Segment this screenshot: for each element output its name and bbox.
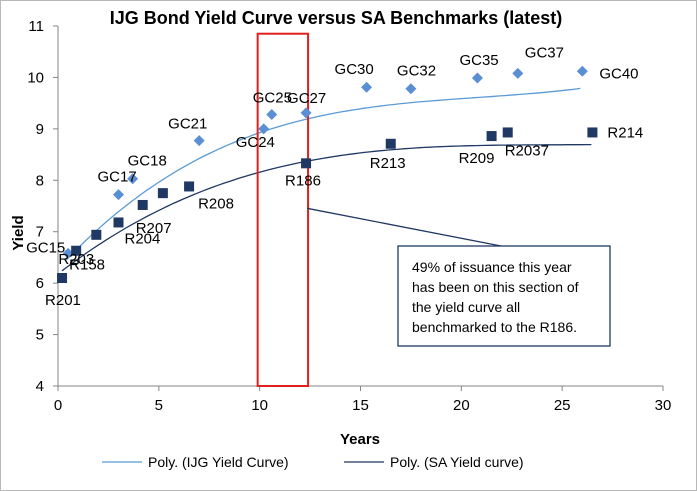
label-r2037: R2037: [505, 142, 549, 159]
sa-point-r213: [385, 138, 396, 149]
callout-text-line: has been on this section of: [412, 279, 579, 295]
label-gc15: GC15: [26, 239, 65, 256]
ijg-point-gc18: [127, 173, 139, 185]
label-gc24: GC24: [236, 134, 275, 151]
callout-box: [397, 245, 611, 347]
ijg-point-gc17: [113, 189, 124, 201]
y-axis-label: Yield: [10, 215, 27, 250]
label-gc30: GC30: [335, 61, 374, 78]
ijg-point-gc35: [471, 72, 483, 84]
legend: Poly. (IJG Yield Curve) Poly. (SA Yield c…: [102, 454, 524, 470]
label-gc25: GC25: [253, 89, 292, 106]
ijg-point-gc15: [62, 247, 74, 259]
y-tick-label: 7: [36, 224, 44, 241]
highlight-box: [256, 32, 310, 387]
x-tick-label: 15: [352, 397, 369, 414]
label-r207: R207: [136, 220, 172, 237]
y-tick-label: 6: [36, 275, 44, 292]
y-tick-label: 4: [36, 378, 44, 395]
ijg-point-gc24: [258, 123, 270, 135]
chart-title: IJG Bond Yield Curve versus SA Benchmark…: [110, 8, 563, 28]
sa-trendline: [61, 143, 592, 272]
sa-point-r204: [113, 217, 124, 228]
ijg-point-gc27: [300, 107, 312, 119]
y-tick-label: 10: [27, 69, 44, 86]
label-r203: R203: [58, 251, 94, 268]
x-axis-label: Years: [340, 431, 380, 448]
label-gc17: GC17: [98, 169, 137, 186]
label-r208: R208: [198, 195, 234, 212]
label-r158: R158: [69, 257, 105, 274]
callout-text-line: the yield curve all: [412, 299, 520, 315]
label-gc27: GC27: [287, 90, 326, 107]
ijg-point-gc37: [512, 67, 524, 79]
label-gc35: GC35: [459, 52, 498, 69]
label-gc18: GC18: [128, 153, 167, 170]
label-r214: R214: [607, 124, 643, 141]
callout-text-line: benchmarked to the R186.: [412, 319, 577, 335]
sa-point-r214: [587, 127, 598, 138]
y-tick-label: 11: [28, 18, 44, 35]
ijg-trendline: [65, 87, 581, 261]
legend-label-2: Poly. (SA Yield curve): [390, 454, 524, 470]
x-tick-label: 5: [155, 397, 163, 414]
sa-point-r201: [57, 273, 68, 283]
label-gc21: GC21: [168, 116, 207, 133]
sa-point-r208b: [184, 181, 195, 192]
callout-text-line: 49% of issuance this year: [412, 259, 572, 275]
trendlines: [61, 87, 592, 272]
highlight-rectangle: [256, 32, 310, 387]
legend-label-1: Poly. (IJG Yield Curve): [148, 454, 289, 470]
label-r213: R213: [370, 155, 406, 172]
sa-point-r2037: [502, 127, 513, 138]
ijg-point-gc32: [405, 83, 417, 95]
y-tick-label: 5: [36, 327, 44, 344]
label-gc37: GC37: [525, 44, 564, 61]
label-gc32: GC32: [397, 63, 436, 80]
sa-point-r208: [157, 188, 168, 199]
label-r209: R209: [459, 150, 495, 167]
sa-point-r209: [486, 131, 497, 142]
ijg-point-gc25: [266, 108, 278, 120]
sa-point-r207: [137, 199, 148, 210]
label-gc40: GC40: [599, 65, 638, 82]
label-r204: R204: [125, 230, 161, 247]
sa-point-r158: [71, 245, 82, 256]
data-points: [57, 65, 598, 283]
ijg-point-gc21: [193, 135, 205, 147]
sa-point-r186: [301, 158, 312, 169]
sa-point-r203: [91, 229, 102, 240]
ijg-point-gc30: [361, 81, 373, 93]
callout-leader-line: [306, 207, 502, 247]
axes: 0 5 10 15 20 25 30 4 5 6 7 8 9 10 11: [27, 18, 671, 414]
x-tick-label: 0: [54, 397, 62, 414]
x-tick-label: 25: [554, 397, 571, 414]
x-tick-label: 20: [453, 397, 470, 414]
annotation-callout: 49% of issuance this year has been on thi…: [306, 207, 611, 347]
label-r186: R186: [285, 172, 321, 189]
y-tick-label: 8: [36, 172, 44, 189]
x-tick-label: 30: [655, 397, 672, 414]
label-r201: R201: [45, 292, 81, 309]
ijg-point-gc40: [576, 65, 588, 77]
x-tick-label: 10: [251, 397, 268, 414]
y-tick-label: 9: [36, 121, 44, 138]
